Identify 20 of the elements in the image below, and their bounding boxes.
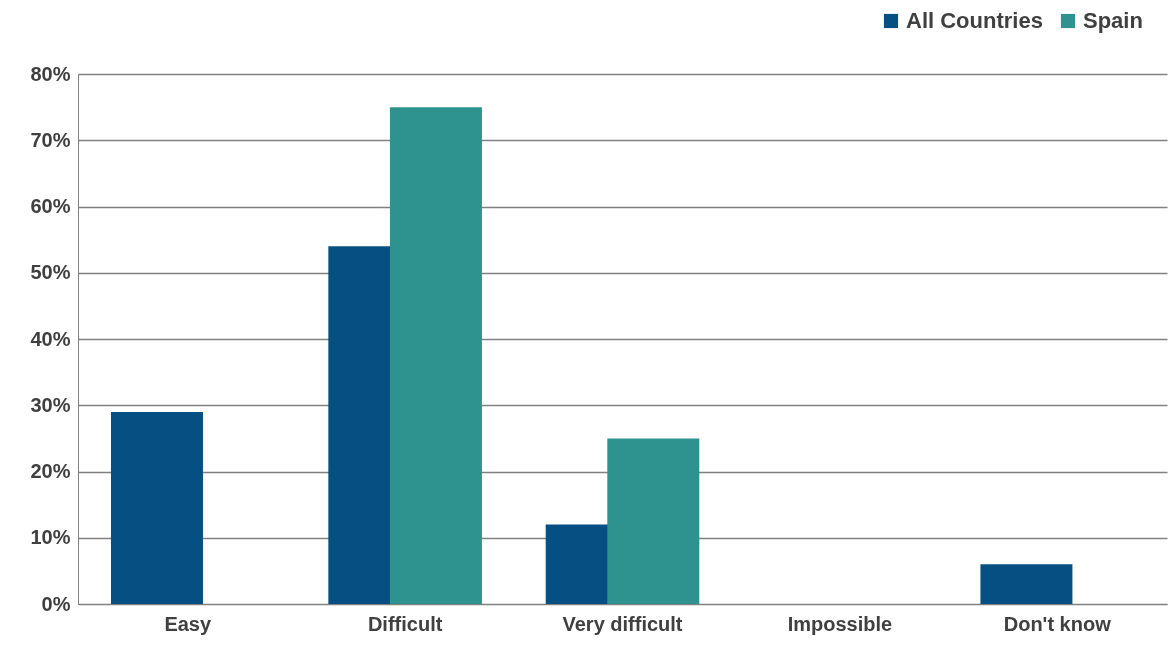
bar [980, 564, 1073, 604]
bar [389, 107, 482, 604]
y-tick-label: 60% [30, 195, 71, 217]
y-tick-label: 40% [30, 327, 71, 350]
bar [110, 411, 203, 604]
y-tick-label: 70% [30, 128, 71, 151]
legend-label: Spain [1083, 8, 1143, 33]
y-tick-label: 20% [30, 460, 71, 482]
y-tick-label: 80% [30, 62, 71, 85]
y-tick-label: 0% [41, 592, 71, 615]
x-tick-label: Very difficult [562, 612, 683, 635]
y-tick-label: 30% [30, 393, 71, 416]
y-tick-label: 10% [30, 526, 71, 549]
x-tick-label: Easy [164, 612, 212, 635]
x-tick-label: Impossible [787, 612, 893, 635]
bar [607, 438, 700, 604]
y-tick-label: 50% [30, 261, 71, 284]
legend-label: All Countries [906, 8, 1043, 33]
x-tick-label: Difficult [367, 612, 443, 635]
x-tick-label: Don't know [1003, 612, 1112, 635]
